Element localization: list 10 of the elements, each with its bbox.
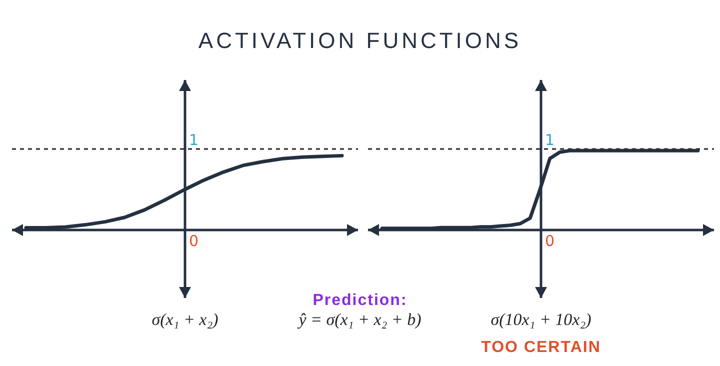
text: σ(x₁ + x₂) <box>152 310 219 329</box>
text: 0 <box>189 232 199 250</box>
text: Prediction: <box>312 292 408 309</box>
text: 1 <box>189 131 199 149</box>
text: TOO CERTAIN <box>481 339 601 356</box>
text: ŷ = σ(x₁ + x₂ + b) <box>296 310 422 329</box>
text: σ(10x₁ + 10x₂) <box>490 310 592 329</box>
text: 0 <box>545 232 555 250</box>
text: 1 <box>545 131 555 149</box>
chart-title: ACTIVATION FUNCTIONS <box>198 28 522 53</box>
